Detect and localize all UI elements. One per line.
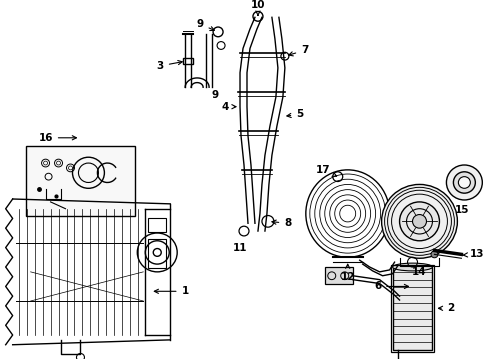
Text: 8: 8: [271, 218, 291, 228]
Bar: [25, 145, 135, 216]
Circle shape: [430, 251, 437, 258]
Circle shape: [412, 215, 426, 228]
Text: 9: 9: [196, 19, 214, 31]
Bar: [148, 239, 166, 268]
Ellipse shape: [392, 263, 431, 271]
Circle shape: [446, 165, 481, 200]
Text: 12: 12: [340, 264, 354, 282]
Text: 9: 9: [211, 90, 218, 100]
Text: 14: 14: [411, 267, 426, 277]
Bar: [392, 267, 431, 350]
Circle shape: [381, 184, 456, 258]
Text: 3: 3: [156, 60, 182, 71]
Text: 7: 7: [288, 45, 308, 56]
Text: 2: 2: [438, 303, 453, 313]
Text: 6: 6: [373, 282, 407, 292]
Text: 4: 4: [221, 102, 236, 112]
Bar: [390, 265, 433, 351]
Text: 17: 17: [315, 165, 336, 176]
Text: 5: 5: [286, 109, 303, 120]
Text: 16: 16: [38, 133, 76, 143]
Bar: [324, 267, 352, 284]
Bar: [183, 58, 193, 64]
Text: 1: 1: [154, 286, 188, 296]
Text: 10: 10: [250, 0, 264, 15]
Text: 11: 11: [232, 243, 247, 253]
Circle shape: [452, 172, 474, 193]
Circle shape: [457, 177, 469, 188]
Text: 15: 15: [454, 205, 468, 215]
Text: 13: 13: [463, 249, 484, 259]
Bar: [148, 219, 166, 232]
Circle shape: [399, 202, 439, 241]
